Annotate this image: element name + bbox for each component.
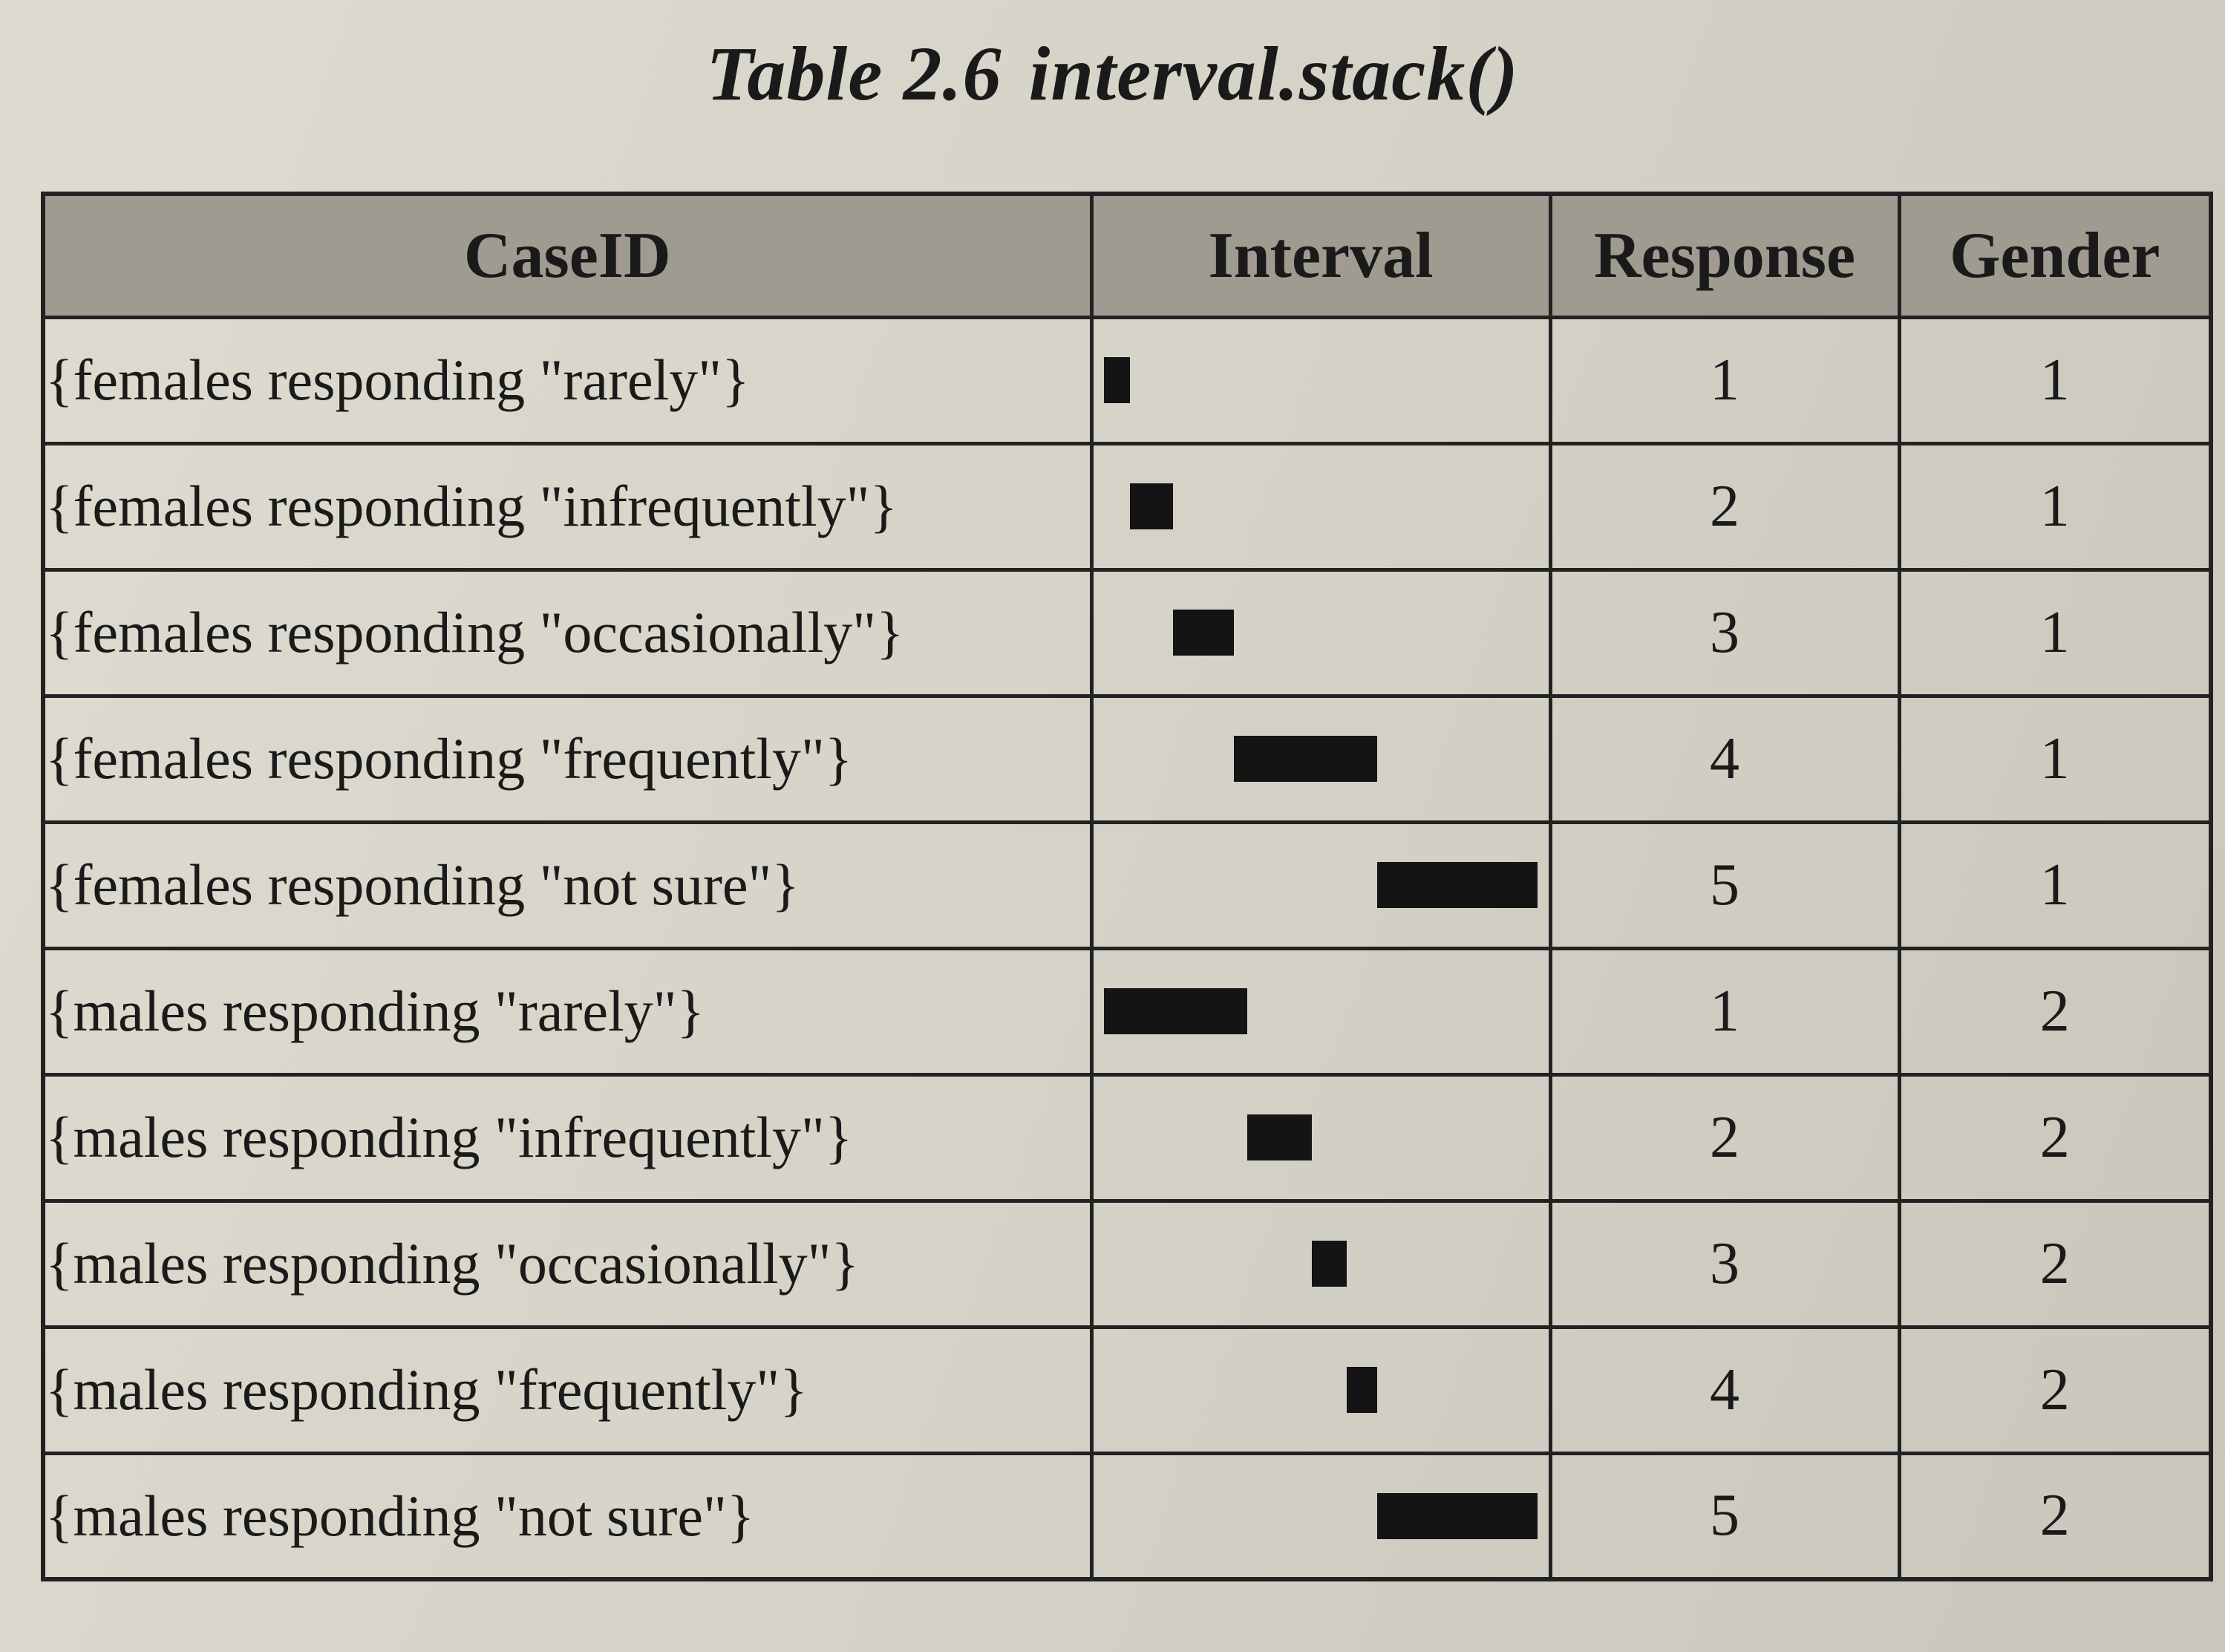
response-cell: 5 [1548, 1451, 1901, 1581]
interval-cell [1089, 1325, 1552, 1455]
interval-bar [1103, 988, 1247, 1034]
table-row: {males responding "rarely"} 1 2 [41, 946, 2213, 1077]
interval-bar [1347, 1367, 1378, 1413]
table-row: {males responding "occasionally"} 3 2 [41, 1198, 2213, 1329]
case-id-cell: {males responding "frequently"} [41, 1325, 1094, 1455]
case-id-cell: {males responding "occasionally"} [41, 1198, 1094, 1329]
interval-cell [1089, 567, 1552, 698]
case-id-cell: {females responding "occasionally"} [41, 567, 1094, 698]
gender-cell: 2 [1897, 1072, 2213, 1203]
gender-cell: 1 [1897, 441, 2213, 572]
table-body: {females responding "rarely"} 1 1 {females … [41, 315, 2213, 1581]
gender-cell: 1 [1897, 820, 2213, 950]
response-cell: 1 [1548, 315, 1901, 445]
table-row: {females responding "frequently"} 4 1 [41, 693, 2213, 824]
header-caseid: CaseID [41, 192, 1094, 319]
table-row: {males responding "frequently"} 4 2 [41, 1325, 2213, 1455]
response-cell: 4 [1548, 1325, 1901, 1455]
case-id-cell: {males responding "not sure"} [41, 1451, 1094, 1581]
case-id-cell: {females responding "frequently"} [41, 693, 1094, 824]
interval-cell [1089, 315, 1552, 445]
gender-cell: 1 [1897, 315, 2213, 445]
interval-track [1104, 1367, 1538, 1413]
interval-cell [1089, 693, 1552, 824]
interval-bar [1247, 1114, 1313, 1160]
header-interval: Interval [1089, 192, 1552, 319]
interval-track [1104, 736, 1538, 782]
gender-cell: 2 [1897, 946, 2213, 1077]
gender-cell: 2 [1897, 1325, 2213, 1455]
interval-track [1104, 610, 1538, 656]
interval-track [1103, 988, 1538, 1034]
response-cell: 4 [1548, 693, 1901, 824]
interval-cell [1089, 1072, 1552, 1203]
interval-track [1104, 483, 1538, 529]
interval-bar [1173, 610, 1234, 656]
case-id-cell: {females responding "rarely"} [41, 315, 1094, 445]
table-row: {females responding "occasionally"} 3 1 [41, 567, 2213, 698]
header-gender: Gender [1897, 192, 2213, 319]
interval-bar [1377, 1492, 1538, 1539]
interval-stack-table: CaseID Interval Response Gender {females… [41, 192, 2213, 1581]
interval-track [1104, 1492, 1538, 1539]
response-cell: 3 [1548, 1198, 1901, 1329]
response-cell: 2 [1548, 441, 1901, 572]
case-id-cell: {females responding "not sure"} [41, 820, 1094, 950]
interval-cell [1089, 441, 1552, 572]
table-caption: Table 2.6 interval.stack() [0, 30, 2225, 118]
interval-bar [1312, 1241, 1347, 1287]
interval-bar [1103, 357, 1130, 403]
caption-label: Table 2.6 [706, 31, 1002, 117]
interval-bar [1377, 862, 1538, 908]
interval-cell [1089, 1451, 1552, 1581]
interval-track [1103, 357, 1538, 403]
response-cell: 2 [1548, 1072, 1901, 1203]
gender-cell: 2 [1897, 1451, 2213, 1581]
gender-cell: 2 [1897, 1198, 2213, 1329]
response-cell: 3 [1548, 567, 1901, 698]
interval-cell [1089, 1198, 1552, 1329]
gender-cell: 1 [1897, 567, 2213, 698]
interval-cell [1089, 820, 1552, 950]
response-cell: 1 [1548, 946, 1901, 1077]
gender-cell: 1 [1897, 693, 2213, 824]
interval-track [1104, 1241, 1538, 1287]
table-row: {males responding "infrequently"} 2 2 [41, 1072, 2213, 1203]
header-row: CaseID Interval Response Gender [41, 192, 2213, 319]
response-cell: 5 [1548, 820, 1901, 950]
caption-function: interval.stack() [1028, 31, 1519, 117]
table-row: {females responding "rarely"} 1 1 [41, 315, 2213, 445]
case-id-cell: {females responding "infrequently"} [41, 441, 1094, 572]
case-id-cell: {males responding "infrequently"} [41, 1072, 1094, 1203]
header-response: Response [1548, 192, 1901, 319]
interval-track [1104, 862, 1538, 908]
interval-track [1104, 1114, 1538, 1160]
table-row: {males responding "not sure"} 5 2 [41, 1451, 2213, 1581]
interval-bar [1234, 736, 1378, 782]
interval-bar [1129, 483, 1174, 529]
table-row: {females responding "not sure"} 5 1 [41, 820, 2213, 950]
interval-cell [1089, 946, 1552, 1077]
table-row: {females responding "infrequently"} 2 1 [41, 441, 2213, 572]
case-id-cell: {males responding "rarely"} [41, 946, 1094, 1077]
